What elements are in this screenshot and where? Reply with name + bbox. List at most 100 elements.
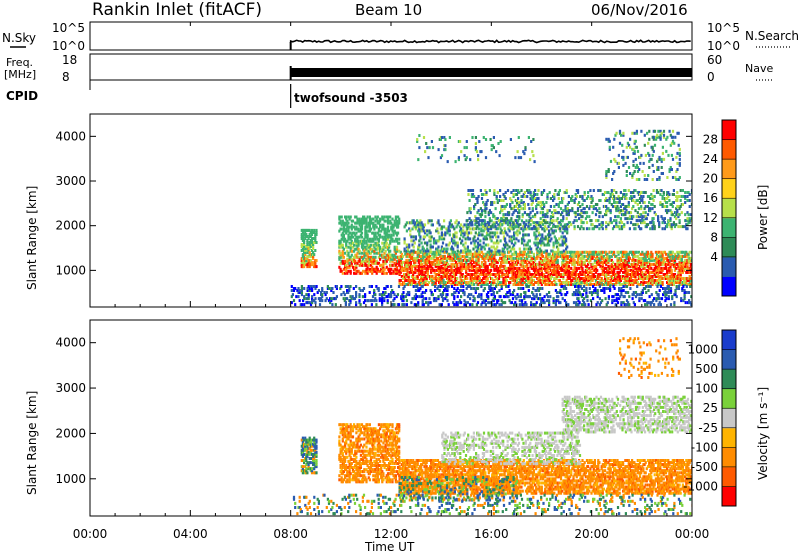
power-cell [632,270,635,274]
power-cell [680,258,683,262]
power-cell [567,221,570,225]
power-cell [649,209,652,213]
power-cell [610,203,613,206]
power-cell [633,131,636,135]
power-cell [496,199,499,202]
power-cell [457,266,460,270]
power-cell [611,178,614,181]
power-cell [576,207,580,211]
power-cell [669,279,672,282]
power-cell [514,277,517,280]
power-cell [461,275,464,278]
power-cell [626,211,629,215]
power-cell [637,207,640,211]
power-cell [530,219,533,223]
power-cell [512,283,515,286]
power-cell [405,262,408,266]
power-cell [661,262,664,266]
power-cell [587,254,590,258]
power-cell [639,161,642,165]
power-cell [465,225,468,229]
power-cell [432,241,436,245]
power-cell [565,250,568,254]
power-cell [565,237,568,241]
power-cell [485,264,488,268]
power-cell [554,252,557,256]
power-cell [517,239,520,243]
power-cell [633,260,636,264]
power-cell [414,237,417,241]
power-cell [491,235,494,239]
power-cell [552,256,555,260]
power-cell [569,209,572,213]
power-cell [303,261,306,265]
power-cell [654,250,657,254]
power-cell [523,195,526,198]
power-cell [685,219,688,223]
power-cell [504,273,507,276]
power-cell [607,254,610,258]
power-cell [482,219,485,223]
power-cell [477,195,480,198]
power-cell [453,250,456,254]
power-cell [666,191,669,194]
power-cell [489,249,492,253]
power-cell [347,251,350,255]
power-cell [570,266,573,270]
power-cell [522,270,525,274]
power-cell [631,215,634,219]
power-cell [453,279,456,282]
power-cell [358,263,361,267]
power-cell [605,258,608,262]
power-cell [418,273,421,276]
power-cell [544,215,547,219]
power-cell [350,249,353,253]
power-cell [413,256,416,260]
power-cell [661,254,664,258]
power-cell [357,243,360,247]
power-cell [605,209,608,213]
power-cell [347,269,350,273]
power-cell [591,197,594,200]
power-cell [689,219,692,223]
power-cell [540,275,543,278]
power-cell [545,227,548,231]
power-cell [686,223,689,227]
power-cell [625,266,628,270]
power-cell [535,273,538,276]
power-cell [623,223,626,227]
power-cell [601,221,604,225]
power-cell [681,283,684,286]
power-cell [640,256,643,260]
power-cell [385,233,388,237]
power-cell [372,221,375,225]
power-cell [494,275,497,278]
power-cell [342,229,345,233]
power-cell [453,254,456,258]
power-cell [512,227,515,231]
power-cell [636,219,639,223]
power-cell [670,256,673,260]
power-cell [434,273,437,276]
power-cell [504,243,507,247]
power-cell [501,231,504,235]
power-cell [406,260,409,264]
power-cell [567,209,570,213]
power-cell [355,247,358,251]
power-cell [614,197,617,200]
power-cell [410,256,414,260]
power-cell [486,283,489,286]
power-cell [690,262,692,266]
power-cell [673,264,677,268]
power-cell [601,270,604,274]
power-cell [656,135,659,139]
power-cell [640,191,643,194]
power-cell [573,225,576,229]
power-cell [555,203,558,206]
power-cell [594,279,598,282]
power-cell [559,266,563,270]
power-cell [647,141,650,145]
power-cell [625,256,628,260]
power-cell [473,264,476,268]
power-cell [580,252,583,256]
